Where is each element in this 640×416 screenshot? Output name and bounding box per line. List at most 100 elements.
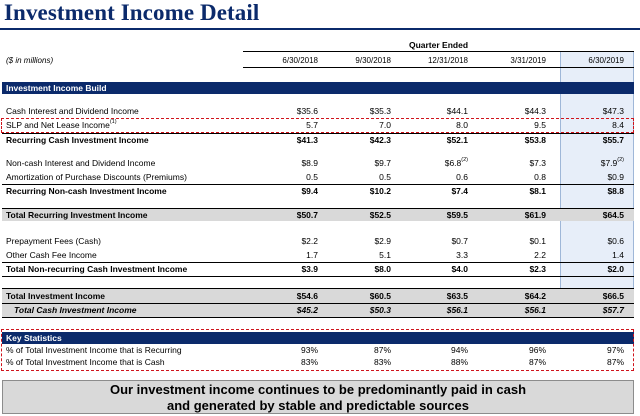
section-header-key-stats: Key Statistics	[2, 332, 634, 344]
subtotal-rule	[2, 184, 634, 185]
table-row: Total Cash Investment Income $45.2 $50.3…	[0, 305, 640, 317]
row-label: Cash Interest and Dividend Income	[6, 106, 139, 116]
row-label: SLP and Net Lease Income(1)	[6, 119, 117, 130]
footnote-marker: (1)	[109, 119, 117, 125]
cell-value: 9.5	[534, 120, 546, 130]
cell-value: $63.5	[446, 291, 468, 301]
subtotal-rule	[2, 276, 634, 277]
cell-value: $8.0	[374, 264, 391, 274]
cell-value: 93%	[300, 345, 318, 355]
cell-value: 5.7	[306, 120, 318, 130]
table-row: Total Recurring Investment Income $50.7 …	[0, 210, 640, 222]
cell-value: 88%	[450, 357, 468, 367]
cell-value: $57.7	[602, 305, 624, 315]
cell-value: $41.3	[296, 135, 318, 145]
row-label: Amortization of Purchase Discounts (Prem…	[6, 172, 187, 182]
cell-value: $8.1	[529, 186, 546, 196]
cell-value: $54.6	[296, 291, 318, 301]
cell-value: $6.8(2)	[408, 157, 468, 168]
cell-value: $60.5	[369, 291, 391, 301]
total-rule	[2, 288, 634, 289]
cell-value: $7.3	[529, 158, 546, 168]
section-header-build: Investment Income Build	[2, 82, 634, 94]
cell-value: $64.5	[602, 210, 624, 220]
callout-box-slp	[1, 118, 634, 133]
page-title: Investment Income Detail	[4, 0, 260, 25]
total-row-background	[2, 208, 634, 221]
cell-value: $42.3	[369, 135, 391, 145]
cell-value: $9.4	[301, 186, 318, 196]
column-header: 3/31/2019	[510, 56, 546, 65]
cell-value: $55.7	[602, 135, 624, 145]
cell-value: 8.0	[456, 120, 468, 130]
period-header-rule	[243, 51, 634, 52]
cell-value: $52.1	[446, 135, 468, 145]
table-row: Prepayment Fees (Cash) $2.2 $2.9 $0.7 $0…	[0, 236, 640, 248]
cell-value-text: $6.8	[444, 158, 462, 168]
cell-value: $35.3	[369, 106, 391, 116]
table-row: SLP and Net Lease Income(1) 5.7 7.0 8.0 …	[0, 119, 640, 132]
total-rule	[2, 317, 634, 318]
cell-value: $3.9	[301, 264, 318, 274]
cell-value: 2.2	[534, 250, 546, 260]
cell-value: 1.4	[612, 250, 624, 260]
cell-value: $52.5	[369, 210, 391, 220]
cell-value: $45.2	[296, 305, 318, 315]
table-row: Total Investment Income $54.6 $60.5 $63.…	[0, 291, 640, 303]
period-header: Quarter Ended	[408, 40, 469, 50]
table-row: Other Cash Fee Income 1.7 5.1 3.3 2.2 1.…	[0, 250, 640, 262]
cell-value: $0.6	[607, 236, 624, 246]
cell-value: 97%	[606, 345, 624, 355]
cell-value: 83%	[373, 357, 391, 367]
cell-value: $10.2	[369, 186, 391, 196]
cell-value: 0.8	[534, 172, 546, 182]
cell-value: 5.1	[379, 250, 391, 260]
table-row: Amortization of Purchase Discounts (Prem…	[0, 172, 640, 184]
cell-value: 0.5	[379, 172, 391, 182]
cell-value: $56.1	[446, 305, 468, 315]
units-label: ($ in millions)	[6, 56, 54, 65]
row-label: Total Cash Investment Income	[14, 305, 137, 315]
row-label: Recurring Non-cash Investment Income	[6, 186, 167, 196]
row-label: Total Investment Income	[6, 291, 106, 301]
cell-value: 0.6	[456, 172, 468, 182]
cell-value: $50.7	[296, 210, 318, 220]
cell-value: $7.4	[451, 186, 468, 196]
cell-value: 0.5	[306, 172, 318, 182]
cell-value: $8.8	[607, 186, 624, 196]
cell-value: 7.0	[379, 120, 391, 130]
row-label: Total Non-recurring Cash Investment Inco…	[6, 264, 188, 274]
row-label: % of Total Investment Income that is Rec…	[6, 345, 182, 355]
table-row: Recurring Non-cash Investment Income $9.…	[0, 186, 640, 198]
cell-value: $64.2	[524, 291, 546, 301]
footer-callout: Our investment income continues to be pr…	[2, 380, 634, 414]
cell-value-text: $7.9	[600, 158, 618, 168]
cell-value: $2.2	[301, 236, 318, 246]
cell-value: $35.6	[296, 106, 318, 116]
cell-value: 87%	[606, 357, 624, 367]
cell-value: $61.9	[524, 210, 546, 220]
cell-value: $47.3	[602, 106, 624, 116]
cell-value: $66.5	[602, 291, 624, 301]
row-label: Prepayment Fees (Cash)	[6, 236, 101, 246]
column-header: 6/30/2019	[588, 56, 624, 65]
cell-value: $56.1	[524, 305, 546, 315]
cell-value: $50.3	[369, 305, 391, 315]
row-label: Non-cash Interest and Dividend Income	[6, 158, 156, 168]
cell-value: 94%	[450, 345, 468, 355]
cell-value: $2.9	[374, 236, 391, 246]
row-label: % of Total Investment Income that is Cas…	[6, 357, 165, 367]
cell-value: $44.1	[446, 106, 468, 116]
table-row: Non-cash Interest and Dividend Income $8…	[0, 157, 640, 170]
table-row: Total Non-recurring Cash Investment Inco…	[0, 264, 640, 276]
total-rule	[2, 208, 634, 209]
table-row: % of Total Investment Income that is Rec…	[0, 345, 640, 357]
subtotal-rule	[2, 262, 634, 263]
column-header: 9/30/2018	[355, 56, 391, 65]
row-label-text: SLP and Net Lease Income	[6, 120, 110, 130]
cell-value: $8.9	[301, 158, 318, 168]
footnote-marker: (2)	[617, 157, 624, 163]
cell-value: $9.7	[374, 158, 391, 168]
callout-box-key-stats	[1, 329, 634, 371]
column-header: 12/31/2018	[427, 56, 468, 65]
